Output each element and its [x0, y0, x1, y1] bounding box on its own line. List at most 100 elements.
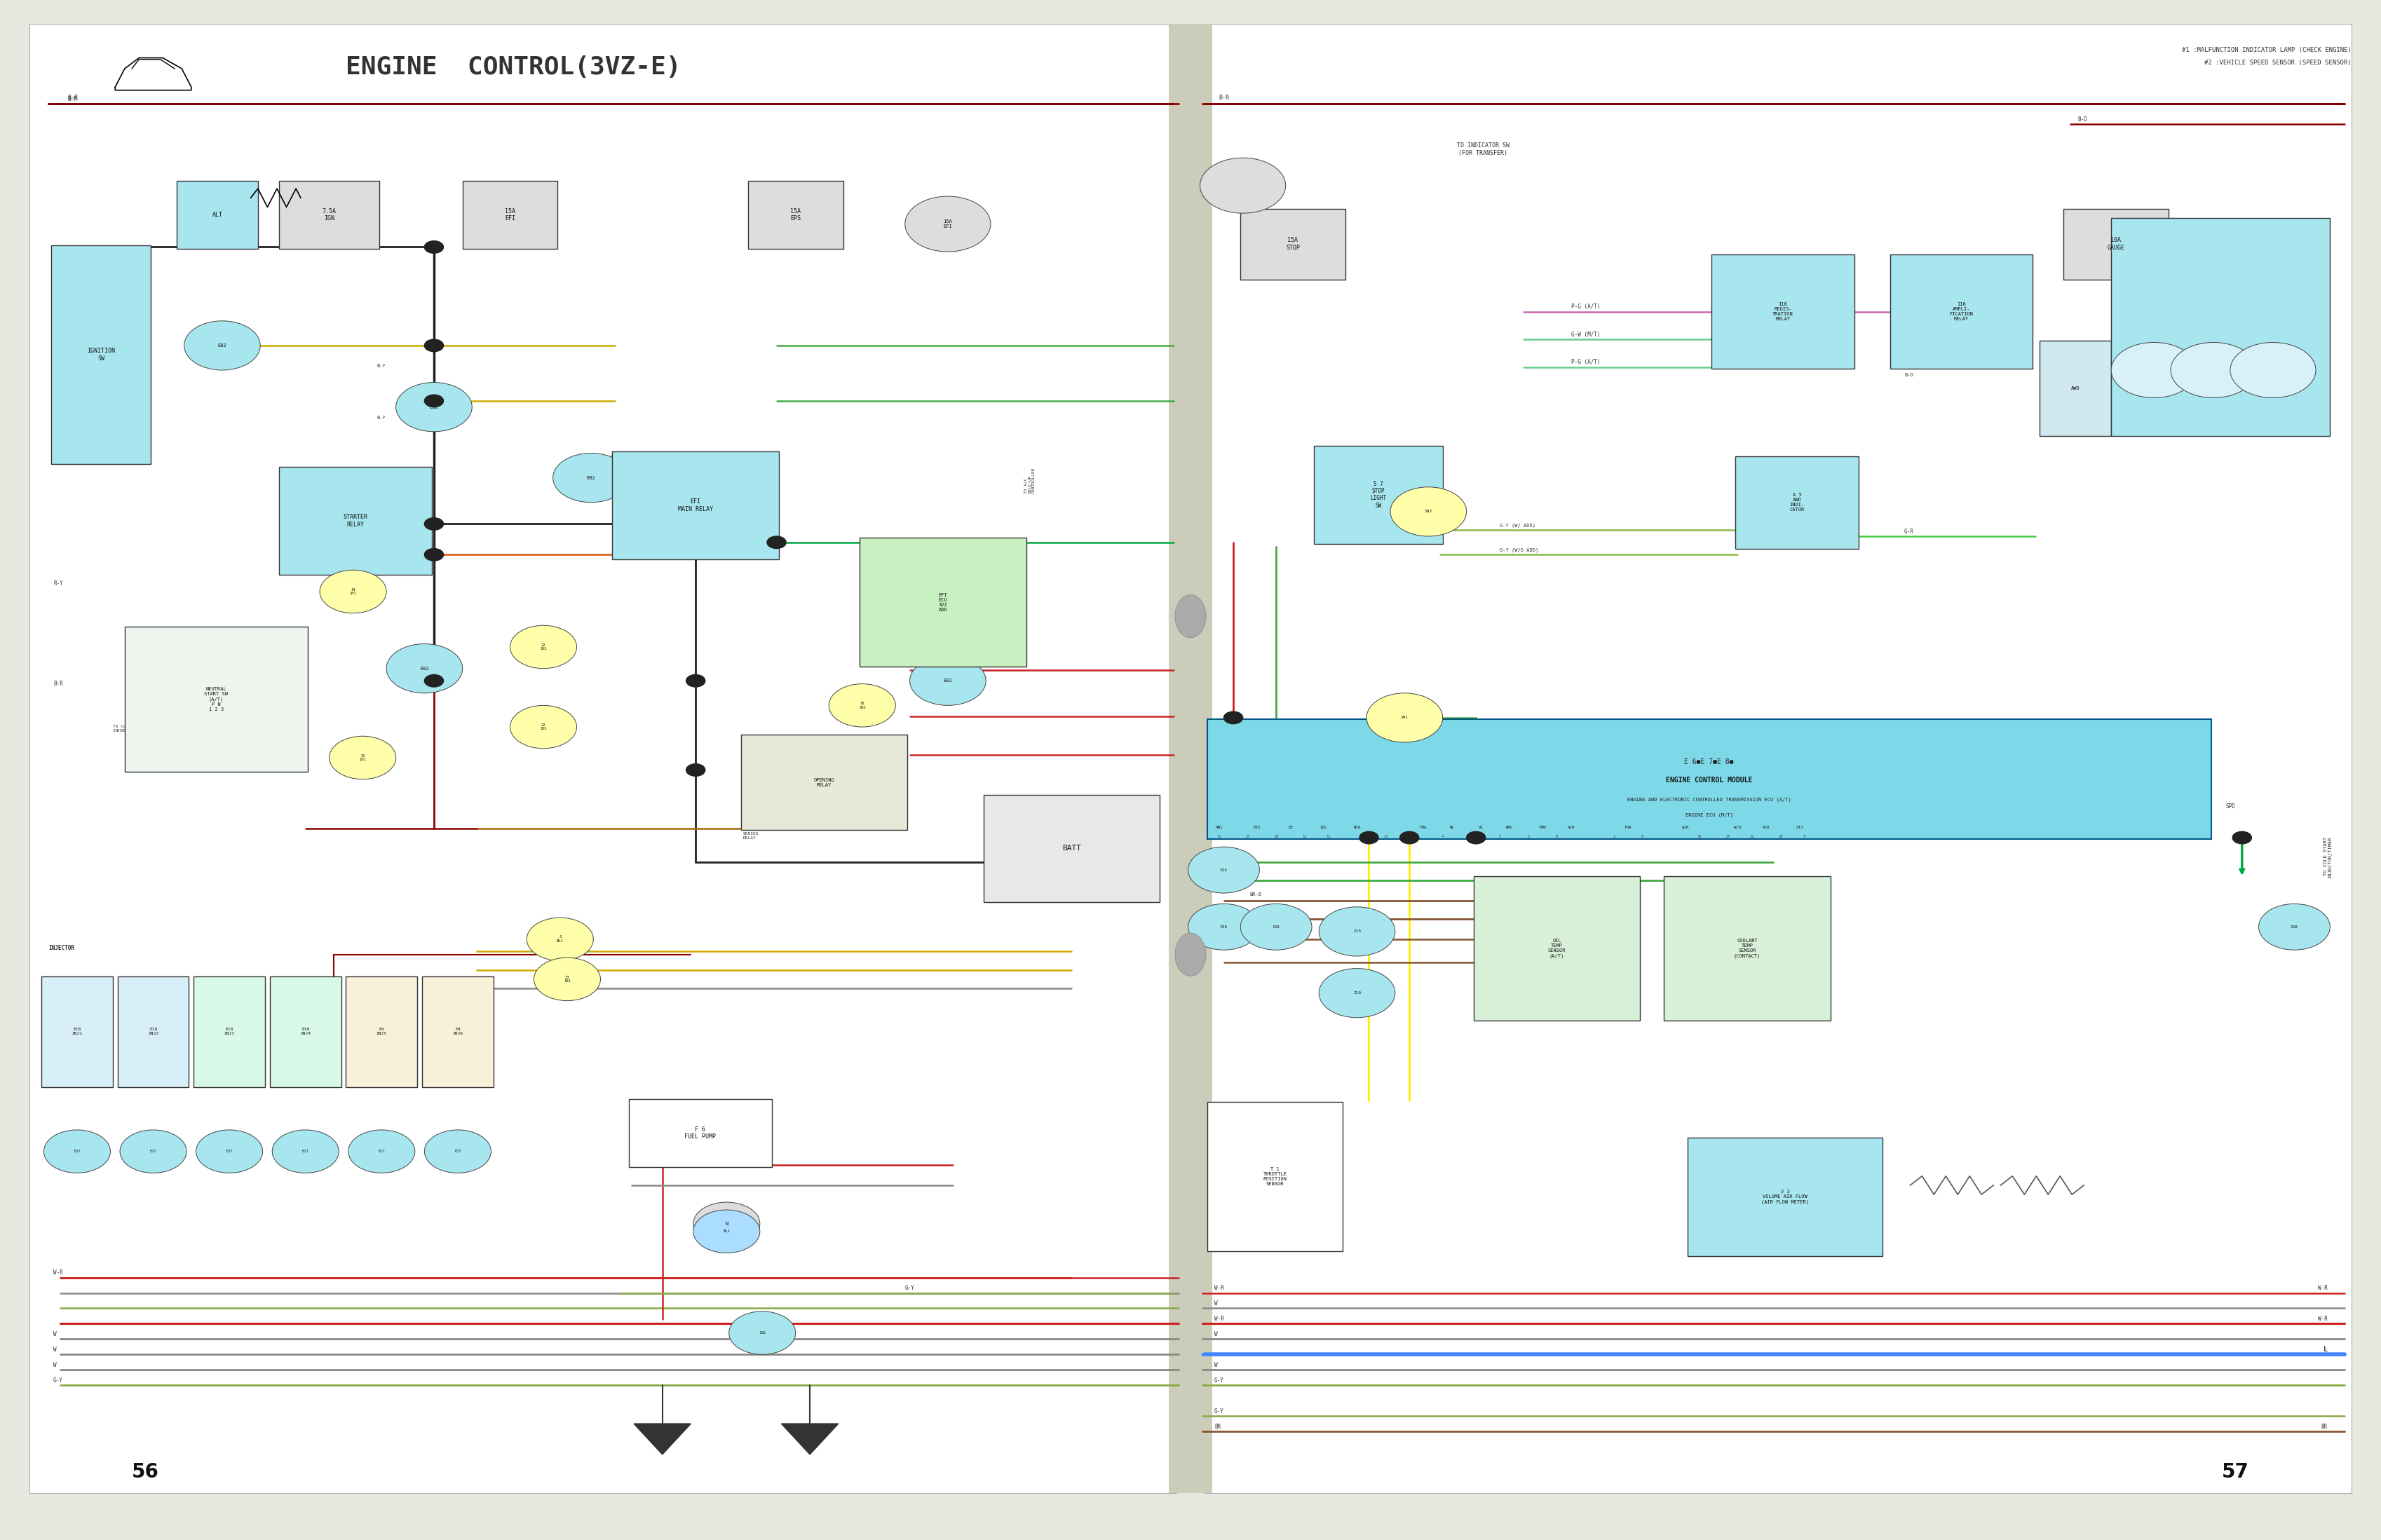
Circle shape: [1188, 847, 1260, 893]
Text: IGNITION
SW: IGNITION SW: [86, 348, 114, 362]
Text: A/D: A/D: [1567, 825, 1574, 829]
Text: L: L: [2324, 1346, 2329, 1352]
Text: 12: 12: [1302, 835, 1307, 838]
Text: 15A
EPS: 15A EPS: [790, 208, 800, 222]
Text: 7.5A
IGN: 7.5A IGN: [321, 208, 336, 222]
Text: L: L: [2324, 1346, 2329, 1352]
Circle shape: [424, 1130, 490, 1173]
Text: S 7
STOP
LIGHT
SW: S 7 STOP LIGHT SW: [1371, 480, 1386, 508]
Text: STARTER
RELAY: STARTER RELAY: [343, 514, 367, 528]
Text: W-R: W-R: [1214, 1284, 1224, 1291]
Circle shape: [2233, 832, 2252, 844]
Text: VC: VC: [1479, 825, 1483, 829]
Polygon shape: [781, 1423, 838, 1454]
Text: W: W: [1214, 1331, 1217, 1337]
Text: E17: E17: [150, 1150, 157, 1153]
Text: B-D: B-D: [2079, 116, 2088, 122]
Text: G-Y: G-Y: [52, 1377, 62, 1383]
Text: 13: 13: [1217, 835, 1221, 838]
Text: E17: E17: [226, 1150, 233, 1153]
Circle shape: [686, 764, 705, 776]
FancyBboxPatch shape: [1736, 456, 1860, 548]
Text: E17: E17: [379, 1150, 386, 1153]
Text: EFI
MAIN RELAY: EFI MAIN RELAY: [679, 499, 714, 513]
Circle shape: [686, 675, 705, 687]
FancyBboxPatch shape: [117, 976, 188, 1087]
Text: THG: THG: [1419, 825, 1426, 829]
Text: TO INDICATOR SW
(FOR TRANSFER): TO INDICATOR SW (FOR TRANSFER): [1457, 143, 1510, 156]
Text: E17: E17: [74, 1150, 81, 1153]
Text: 3
BL1: 3 BL1: [557, 935, 564, 942]
Text: 15A
STOP: 15A STOP: [1286, 237, 1300, 251]
Text: E2: E2: [1288, 825, 1293, 829]
Text: 56: 56: [131, 1461, 160, 1481]
Text: 10: 10: [1274, 835, 1279, 838]
Circle shape: [424, 675, 443, 687]
Text: E4
INJ6: E4 INJ6: [452, 1027, 462, 1035]
Text: 116: 116: [760, 1331, 767, 1335]
Text: IDL: IDL: [1319, 825, 1329, 829]
Text: E02: E02: [429, 405, 438, 410]
FancyBboxPatch shape: [748, 180, 843, 248]
Circle shape: [693, 1203, 760, 1246]
Text: TO A/C
IDLE-UP
CONTROLLED: TO A/C IDLE-UP CONTROLLED: [1024, 467, 1036, 493]
FancyBboxPatch shape: [2112, 217, 2331, 436]
Circle shape: [424, 548, 443, 561]
Text: NTA: NTA: [1352, 825, 1360, 829]
Circle shape: [829, 684, 895, 727]
FancyBboxPatch shape: [1712, 254, 1855, 368]
Text: B-Y: B-Y: [376, 416, 386, 420]
Circle shape: [195, 1130, 262, 1173]
Text: E18
INJ4: E18 INJ4: [300, 1027, 312, 1035]
Text: W-R: W-R: [52, 1269, 62, 1275]
Text: BR-B: BR-B: [1250, 933, 1260, 936]
Text: 30: 30: [1698, 835, 1702, 838]
Text: 116
AMPLI-
FICATION
RELAY: 116 AMPLI- FICATION RELAY: [1950, 302, 1974, 322]
FancyBboxPatch shape: [1205, 25, 2352, 1492]
Polygon shape: [633, 1423, 690, 1454]
FancyBboxPatch shape: [1664, 876, 1831, 1021]
Text: 1H2: 1H2: [1424, 510, 1433, 513]
Text: T 1
THROTTLE
POSITION
SENSOR: T 1 THROTTLE POSITION SENSOR: [1262, 1167, 1286, 1186]
Circle shape: [424, 394, 443, 407]
FancyBboxPatch shape: [193, 976, 264, 1087]
Text: 12: 12: [1750, 835, 1755, 838]
Circle shape: [552, 453, 629, 502]
Ellipse shape: [1176, 933, 1205, 976]
Text: I15: I15: [1352, 930, 1362, 933]
FancyBboxPatch shape: [983, 795, 1160, 902]
Text: BR: BR: [1214, 1423, 1221, 1429]
Circle shape: [1224, 711, 1243, 724]
Text: 15A
EFI: 15A EFI: [505, 208, 514, 222]
Text: BL1: BL1: [724, 1229, 731, 1234]
Text: W: W: [1214, 1300, 1217, 1306]
Text: E4
INJ5: E4 INJ5: [376, 1027, 386, 1035]
FancyBboxPatch shape: [740, 735, 907, 830]
Circle shape: [1319, 969, 1395, 1018]
Text: ALT: ALT: [212, 211, 224, 219]
Text: ENGINE ECU (M/T): ENGINE ECU (M/T): [1686, 813, 1733, 818]
Text: 15: 15: [1245, 835, 1250, 838]
Circle shape: [2260, 904, 2331, 950]
Circle shape: [1319, 907, 1395, 956]
FancyBboxPatch shape: [29, 25, 1176, 1492]
FancyBboxPatch shape: [860, 537, 1026, 667]
Circle shape: [395, 382, 471, 431]
Text: B-R: B-R: [67, 95, 76, 102]
Ellipse shape: [1176, 594, 1205, 638]
Text: E2  IDL  VTA  VCC: E2 IDL VTA VCC: [1210, 1229, 1255, 1232]
FancyBboxPatch shape: [50, 245, 150, 464]
Circle shape: [767, 536, 786, 548]
Text: E 6●E 7●E 8●: E 6●E 7●E 8●: [1683, 758, 1733, 765]
Circle shape: [905, 196, 990, 251]
Text: G-Y: G-Y: [905, 1284, 914, 1291]
Text: E18: E18: [2291, 926, 2298, 929]
Circle shape: [43, 1130, 110, 1173]
Circle shape: [526, 918, 593, 961]
Circle shape: [1241, 904, 1312, 950]
Text: STP: STP: [1226, 804, 1236, 810]
Text: W: W: [52, 1346, 57, 1352]
Text: W: W: [52, 1331, 57, 1337]
Text: B-R: B-R: [67, 94, 79, 100]
Text: G-Y (W/O ADD): G-Y (W/O ADD): [1500, 548, 1538, 553]
